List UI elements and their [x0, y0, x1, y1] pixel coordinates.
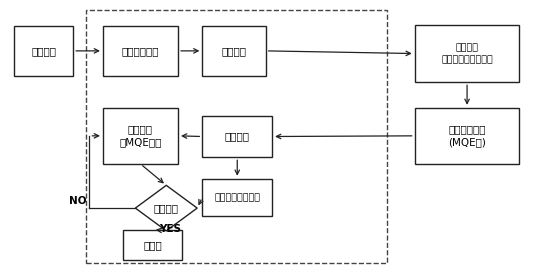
Bar — [14, 26, 73, 76]
Bar — [202, 116, 272, 157]
Bar — [86, 10, 386, 263]
Bar — [202, 179, 272, 216]
Text: 特征选择: 特征选择 — [222, 46, 246, 56]
Text: NO: NO — [69, 196, 87, 206]
Polygon shape — [135, 185, 197, 231]
Text: 报警阈值自动设立: 报警阈值自动设立 — [214, 193, 260, 202]
Bar — [202, 26, 266, 76]
Text: 超过阈值: 超过阈值 — [154, 203, 179, 213]
Bar — [123, 229, 182, 260]
Text: 状态监测
（MQE值）: 状态监测 （MQE值） — [119, 124, 162, 147]
Text: 特征融合
（自组织神经网络）: 特征融合 （自组织神经网络） — [441, 43, 493, 64]
Text: 多种特征提取: 多种特征提取 — [122, 46, 159, 56]
Text: YES: YES — [160, 224, 182, 234]
Bar — [414, 25, 520, 82]
Bar — [414, 108, 520, 164]
Text: 振动信号: 振动信号 — [31, 46, 56, 56]
Text: 趋势信号: 趋势信号 — [225, 132, 250, 141]
Text: 预　警: 预 警 — [143, 240, 162, 250]
Bar — [103, 108, 178, 164]
Bar — [103, 26, 178, 76]
Text: 状态评估指标
(MQE值): 状态评估指标 (MQE值) — [448, 124, 486, 147]
